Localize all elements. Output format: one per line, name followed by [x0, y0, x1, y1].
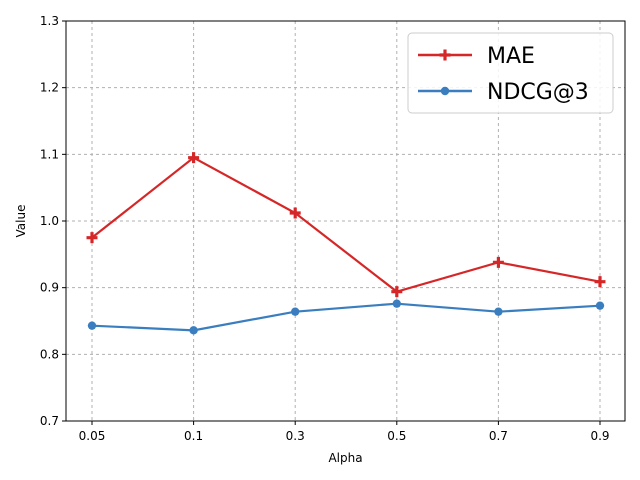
x-tick-label: 0.1: [184, 429, 203, 443]
y-axis: 0.7 0.8 0.9 1.0 1.1 1.2 1.3: [40, 14, 66, 428]
data-point-mae: [289, 207, 301, 219]
y-tick-label: 1.0: [40, 214, 59, 228]
y-tick-label: 1.3: [40, 14, 59, 28]
series-line-ndcg-3: [91, 302, 601, 332]
x-tick-label: 0.5: [387, 429, 406, 443]
data-point-mae: [188, 152, 200, 164]
legend-label-ndcg-3: NDCG@3: [487, 80, 589, 105]
data-point-mae: [391, 286, 403, 298]
series-line-mae: [91, 156, 601, 293]
data-point-mae: [594, 276, 606, 288]
legend-marker-ndcg-3: [440, 86, 450, 96]
y-tick-label: 1.2: [40, 81, 59, 95]
data-point-mae: [492, 256, 504, 268]
data-point-ndcg-3: [87, 321, 97, 330]
data-point-ndcg-3: [189, 326, 198, 335]
y-tick-label: 0.7: [40, 414, 59, 428]
data-point-ndcg-3: [494, 307, 503, 316]
x-axis: 0.05 0.1 0.3 0.5 0.7 0.9: [79, 421, 610, 443]
legend-marker-mae: [439, 49, 451, 61]
x-tick-label: 0.9: [590, 429, 609, 443]
y-tick-label: 0.8: [40, 347, 59, 361]
legend-box: [407, 32, 614, 114]
data-point-ndcg-3: [392, 299, 401, 308]
y-tick-label: 1.1: [40, 147, 59, 161]
y-axis-label: Value: [14, 205, 28, 238]
legend: MAE NDCG@3: [407, 32, 614, 114]
y-tick-label: 0.9: [40, 281, 59, 295]
data-point-mae: [86, 232, 98, 244]
series-layer: [86, 152, 606, 335]
x-tick-label: 0.05: [79, 429, 106, 443]
x-axis-label: Alpha: [328, 451, 362, 465]
data-point-ndcg-3: [595, 301, 605, 310]
x-tick-label: 0.7: [489, 429, 508, 443]
x-tick-label: 0.3: [286, 429, 305, 443]
data-point-ndcg-3: [291, 307, 300, 316]
legend-label-mae: MAE: [487, 44, 535, 69]
